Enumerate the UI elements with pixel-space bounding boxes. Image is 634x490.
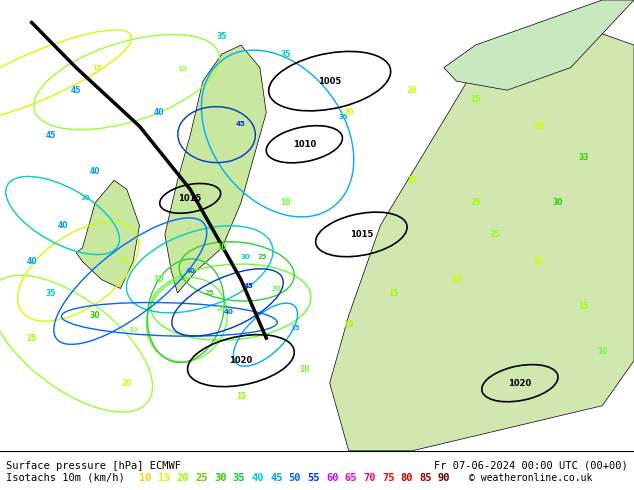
- Text: Isotachs 10m (km/h): Isotachs 10m (km/h): [6, 473, 125, 483]
- Text: 45: 45: [270, 473, 283, 483]
- Text: 10: 10: [299, 365, 309, 374]
- Text: 10: 10: [597, 347, 607, 356]
- Text: 10: 10: [178, 66, 187, 72]
- Text: 40: 40: [27, 257, 37, 266]
- Text: 1020: 1020: [230, 356, 252, 365]
- Text: 35: 35: [233, 473, 245, 483]
- Text: 1020: 1020: [508, 379, 531, 388]
- Text: 20: 20: [534, 257, 544, 266]
- Text: 15: 15: [236, 392, 246, 401]
- Text: 50: 50: [288, 473, 301, 483]
- Text: Fr 07-06-2024 00:00 UTC (00+00): Fr 07-06-2024 00:00 UTC (00+00): [434, 461, 628, 470]
- Text: 20: 20: [407, 86, 417, 95]
- Polygon shape: [76, 180, 139, 289]
- Text: 40: 40: [223, 309, 233, 316]
- Text: 45: 45: [236, 121, 246, 127]
- Text: 60: 60: [326, 473, 339, 483]
- Text: 20: 20: [344, 108, 354, 117]
- Polygon shape: [165, 45, 266, 293]
- Text: 20: 20: [271, 286, 281, 292]
- Text: 25: 25: [205, 290, 214, 296]
- Text: 20: 20: [217, 306, 226, 312]
- Text: 10: 10: [128, 327, 138, 333]
- Text: 65: 65: [345, 473, 357, 483]
- Text: Surface pressure [hPa] ECMWF: Surface pressure [hPa] ECMWF: [6, 461, 181, 470]
- Text: 20: 20: [122, 379, 132, 388]
- Text: © weatheronline.co.uk: © weatheronline.co.uk: [469, 473, 593, 483]
- Text: 10: 10: [280, 198, 290, 207]
- Text: 40: 40: [153, 108, 164, 117]
- Text: 40: 40: [58, 221, 68, 230]
- Text: 40: 40: [90, 167, 100, 176]
- Text: 80: 80: [401, 473, 413, 483]
- Polygon shape: [330, 23, 634, 451]
- Text: 15: 15: [158, 473, 171, 483]
- Text: 1015: 1015: [179, 194, 202, 203]
- Text: 15: 15: [344, 320, 354, 329]
- Text: 25: 25: [27, 334, 37, 343]
- Text: 20: 20: [534, 122, 544, 131]
- Text: 30: 30: [90, 311, 100, 320]
- Text: 30: 30: [80, 196, 90, 201]
- Text: 10: 10: [217, 244, 227, 252]
- Polygon shape: [444, 0, 634, 90]
- Text: 90: 90: [438, 473, 450, 483]
- Text: 15: 15: [93, 65, 102, 71]
- Text: 20: 20: [177, 473, 190, 483]
- Text: 1005: 1005: [318, 76, 341, 86]
- Text: 10: 10: [139, 473, 152, 483]
- Text: 45: 45: [46, 131, 56, 140]
- Text: 85: 85: [419, 473, 432, 483]
- Text: 45: 45: [243, 283, 254, 290]
- Text: 1010: 1010: [293, 140, 316, 149]
- Text: 15: 15: [470, 95, 481, 104]
- Text: 35: 35: [280, 49, 290, 59]
- Text: 15: 15: [388, 289, 398, 297]
- Text: 35: 35: [46, 289, 56, 297]
- Text: 20: 20: [451, 275, 462, 284]
- Text: 30: 30: [214, 473, 226, 483]
- Text: 55: 55: [307, 473, 320, 483]
- Text: 25: 25: [489, 230, 500, 239]
- Text: 25: 25: [195, 473, 208, 483]
- Text: 30: 30: [240, 254, 250, 260]
- Text: 33: 33: [578, 153, 588, 162]
- Text: 45: 45: [71, 86, 81, 95]
- Text: 70: 70: [363, 473, 376, 483]
- Text: 35: 35: [217, 31, 227, 41]
- Text: 40: 40: [251, 473, 264, 483]
- Text: 35: 35: [290, 325, 301, 331]
- Text: 35: 35: [338, 114, 347, 120]
- Text: 10: 10: [153, 275, 164, 284]
- Text: 15: 15: [119, 257, 129, 263]
- Text: 75: 75: [382, 473, 394, 483]
- Text: 15: 15: [578, 302, 588, 311]
- Text: 25: 25: [257, 254, 267, 260]
- Text: 40: 40: [186, 268, 195, 274]
- Text: 20: 20: [407, 176, 417, 185]
- Text: 30: 30: [553, 198, 563, 207]
- Text: 25: 25: [470, 198, 481, 207]
- Text: 1015: 1015: [350, 230, 373, 239]
